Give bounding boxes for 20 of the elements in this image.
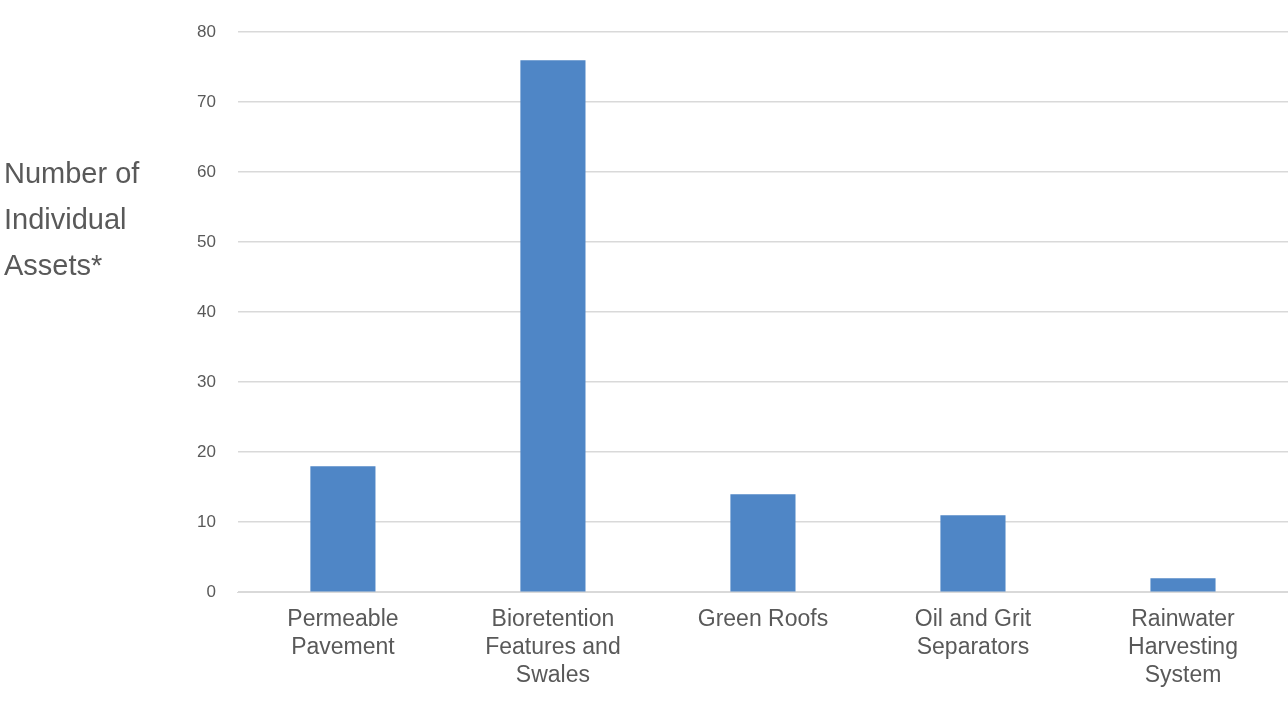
y-tick-label: 60 — [196, 161, 216, 181]
x-tick-label: Bioretention Features and Swales — [485, 605, 621, 687]
y-tick-label: 30 — [196, 371, 216, 391]
y-tick-label: 10 — [196, 511, 216, 531]
y-tick-label: 20 — [196, 441, 216, 461]
x-tick-label: Oil and Grit Separators — [914, 605, 1032, 659]
bar — [1150, 578, 1216, 592]
y-tick-label: 70 — [196, 91, 216, 111]
y-axis-title: Number of Individual Assets* — [4, 156, 141, 283]
x-tick-label: Rainwater Harvesting System — [1128, 605, 1238, 687]
y-tick-label: 50 — [196, 231, 216, 251]
bar — [310, 466, 376, 592]
x-tick-label: Permeable Pavement — [287, 605, 399, 659]
bar — [940, 515, 1006, 592]
bar — [520, 60, 586, 592]
y-tick-label: 0 — [206, 581, 216, 601]
y-tick-label: 80 — [196, 21, 216, 41]
y-tick-label: 40 — [196, 301, 216, 321]
bar — [730, 494, 796, 592]
x-tick-label: Green Roofs — [697, 605, 829, 632]
